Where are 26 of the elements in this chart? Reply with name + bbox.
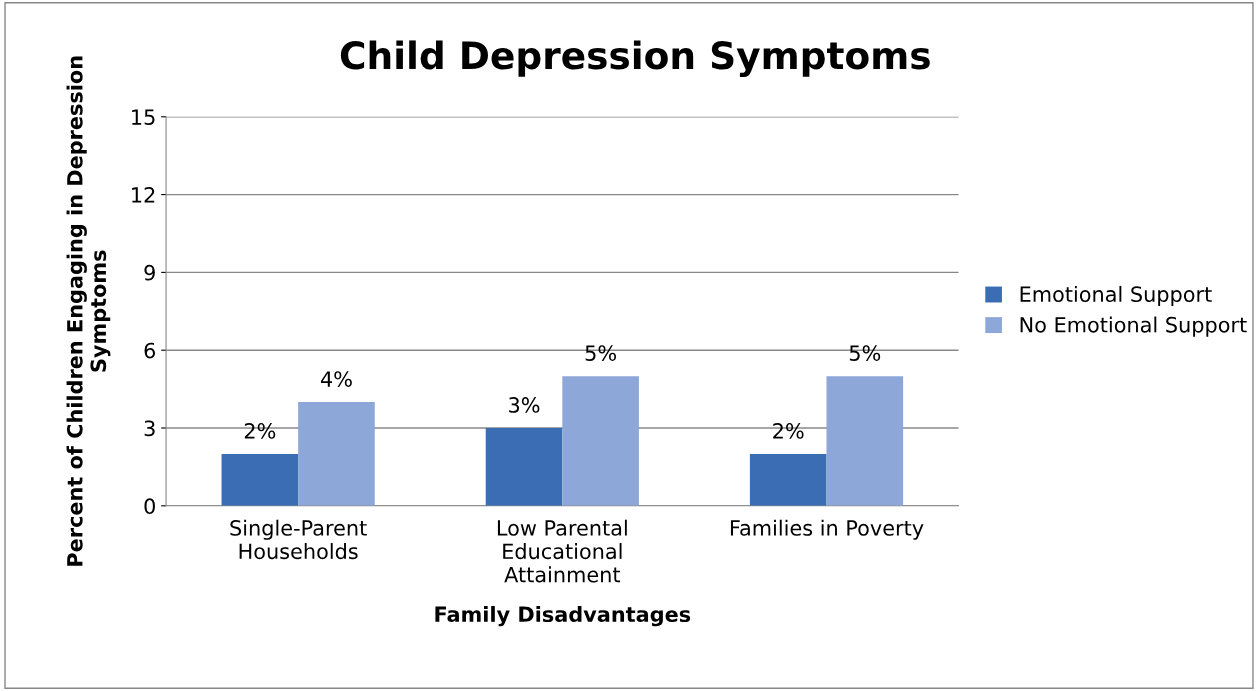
y-tick-label: 0 bbox=[144, 498, 155, 515]
x-tick-label: Families in Poverty bbox=[730, 519, 924, 540]
bar bbox=[749, 453, 827, 506]
x-axis-title: Family Disadvantages bbox=[435, 605, 691, 627]
chart-title: Child Depression Symptoms bbox=[340, 40, 930, 78]
data-label: 4% bbox=[320, 371, 352, 387]
x-tick-label: Low Parental Educational Attainment bbox=[497, 519, 627, 583]
bar bbox=[562, 376, 639, 506]
data-label: 2% bbox=[773, 423, 804, 439]
data-label: 3% bbox=[509, 397, 540, 413]
data-label: 5% bbox=[849, 345, 881, 361]
y-tick-label: 6 bbox=[144, 342, 156, 359]
legend-label: Emotional Support bbox=[1020, 285, 1212, 307]
y-tick-label: 15 bbox=[132, 109, 155, 125]
data-label: 5% bbox=[585, 345, 617, 361]
data-label: 2% bbox=[244, 423, 276, 439]
x-tick-label: Single-Parent Households bbox=[230, 519, 367, 560]
bar bbox=[485, 428, 563, 506]
y-tick-label: 9 bbox=[144, 264, 155, 281]
bar bbox=[221, 453, 299, 506]
y-tick-label: 12 bbox=[132, 187, 155, 203]
y-tick-label: 3 bbox=[144, 420, 155, 437]
legend-label: No Emotional Support bbox=[1020, 316, 1247, 337]
bar bbox=[298, 402, 375, 506]
bar bbox=[826, 376, 904, 506]
y-axis-title: Percent of Children Engaging in Depression Symptoms bbox=[66, 56, 111, 566]
